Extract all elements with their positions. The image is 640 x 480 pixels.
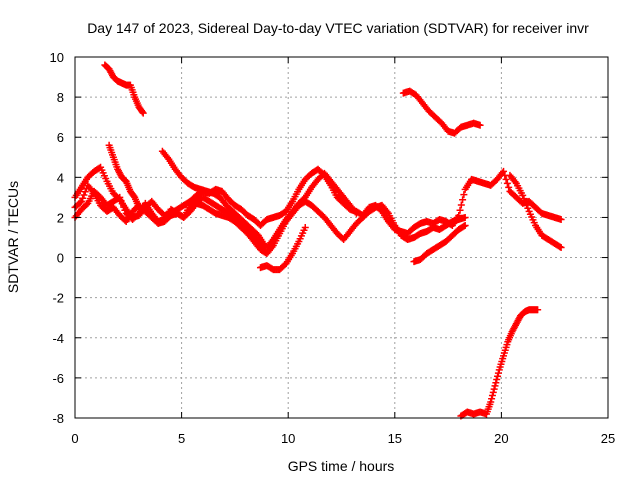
series-track-f	[101, 61, 147, 117]
series-track-h	[256, 223, 309, 274]
data-point	[500, 167, 508, 175]
chart-title: Day 147 of 2023, Sidereal Day-to-day VTE…	[87, 20, 589, 36]
data-point	[557, 244, 565, 252]
data-point	[488, 392, 496, 400]
data-point	[83, 201, 91, 209]
data-point	[489, 388, 497, 396]
data-point	[476, 121, 484, 129]
series-track-i	[410, 221, 469, 266]
data-point	[557, 215, 565, 223]
data-point	[556, 243, 564, 251]
data-point	[459, 196, 467, 204]
data-point	[77, 197, 85, 205]
x-tick-label: 25	[601, 431, 615, 446]
x-axis-label: GPS time / hours	[288, 458, 395, 474]
data-marks	[71, 61, 565, 420]
series-track-j	[506, 171, 565, 252]
data-point	[460, 222, 468, 230]
y-tick-label: -8	[52, 411, 64, 426]
data-point	[490, 385, 498, 393]
data-point	[139, 109, 147, 117]
data-point	[461, 221, 469, 229]
x-tick-label: 0	[71, 431, 78, 446]
data-point	[120, 203, 128, 211]
data-point	[502, 175, 510, 183]
y-tick-label: 4	[57, 170, 64, 185]
data-point	[456, 206, 464, 214]
y-tick-label: 6	[57, 130, 64, 145]
data-point	[524, 204, 532, 212]
data-point	[81, 188, 89, 196]
data-point	[488, 395, 496, 403]
y-tick-label: 8	[57, 90, 64, 105]
series-track-c	[71, 169, 360, 252]
grid-lines	[75, 57, 608, 418]
plot-frame	[74, 56, 609, 419]
data-point	[117, 197, 125, 205]
data-point	[521, 198, 529, 206]
data-point	[261, 242, 269, 250]
y-tick-label: 10	[50, 50, 64, 65]
data-point	[493, 375, 501, 383]
y-tick-label: -4	[52, 331, 64, 346]
data-point	[519, 191, 527, 199]
y-axis-label: SDTVAR / TECUs	[5, 181, 21, 293]
data-point	[135, 203, 143, 211]
data-point	[79, 194, 87, 202]
axis-ticks: 0 5 10 15 20 25 -8 -6 -4 -2 0 2 4 6 8 10	[50, 50, 616, 446]
data-point	[503, 179, 511, 187]
data-point	[76, 199, 84, 207]
data-point	[492, 379, 500, 387]
x-tick-label: 10	[281, 431, 295, 446]
data-point	[461, 213, 469, 221]
x-tick-label: 15	[388, 431, 402, 446]
data-point	[494, 372, 502, 380]
series-track-k	[457, 306, 542, 420]
data-point	[494, 369, 502, 377]
y-tick-label: -6	[52, 371, 64, 386]
series-track-g	[399, 87, 484, 137]
series-track-e	[158, 147, 269, 250]
series-track-d	[105, 141, 143, 211]
data-point	[505, 183, 513, 191]
data-point	[534, 306, 542, 314]
data-point	[118, 200, 126, 208]
data-point	[460, 191, 468, 199]
data-point	[491, 382, 499, 390]
data-point	[520, 195, 528, 203]
data-point	[138, 108, 146, 116]
y-tick-label: 2	[57, 210, 64, 225]
data-point	[457, 201, 465, 209]
data-point	[301, 223, 309, 231]
x-tick-label: 5	[178, 431, 185, 446]
data-point	[487, 398, 495, 406]
data-point	[80, 191, 88, 199]
data-point	[352, 209, 360, 217]
x-tick-label: 20	[494, 431, 508, 446]
data-point	[121, 206, 129, 214]
y-tick-label: -2	[52, 291, 64, 306]
data-point	[523, 201, 531, 209]
data-point	[116, 193, 124, 201]
y-tick-label: 0	[57, 251, 64, 266]
